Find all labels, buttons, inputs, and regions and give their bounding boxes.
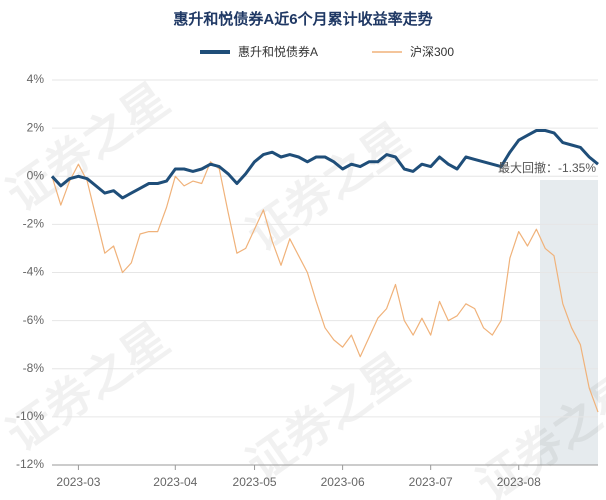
watermark: 证券之星 [238,113,419,261]
series-line [50,129,599,200]
y-tick-label: -6% [23,313,45,327]
x-tick-label: 2023-07 [409,475,453,489]
annotation: 最大回撤：-1.35% [498,160,596,175]
watermark: 证券之星 [0,73,178,221]
series-line [51,161,599,413]
y-tick-label: -2% [23,217,45,231]
chart-title: 惠升和悦债券A近6个月累计收益率走势 [173,10,432,28]
legend-label: 沪深300 [410,45,454,59]
y-tick-label: -12% [16,457,44,471]
x-tick-label: 2023-03 [56,475,100,489]
watermark: 证券之星 [0,313,178,461]
x-tick-label: 2023-05 [233,475,277,489]
y-tick-label: 0% [27,168,45,182]
legend-label: 惠升和悦债券A [238,44,318,59]
y-tick-label: 4% [27,72,45,86]
x-tick-label: 2023-06 [321,475,365,489]
drawdown-shade [540,180,598,465]
x-tick-label: 2023-08 [497,475,541,489]
x-tick-label: 2023-04 [153,475,197,489]
y-tick-label: -8% [23,361,45,375]
y-tick-label: -10% [16,409,44,423]
y-tick-label: 2% [27,120,45,134]
y-tick-label: -4% [23,265,45,279]
